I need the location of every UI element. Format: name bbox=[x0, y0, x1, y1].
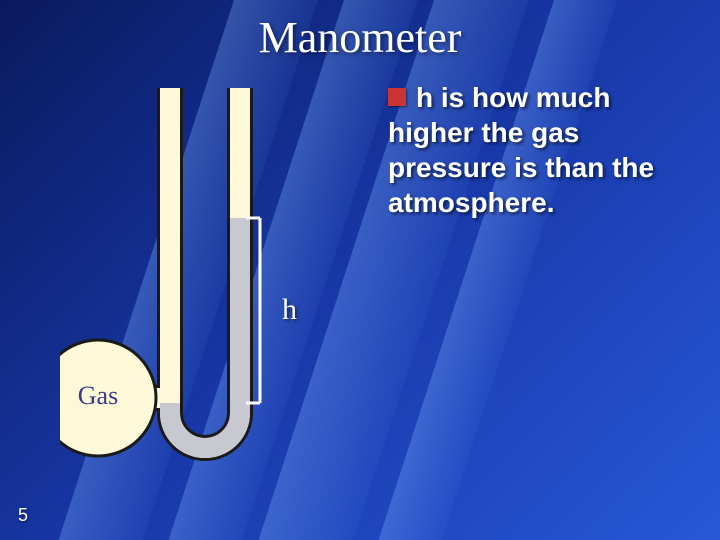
bullet-text-block: h is how much higher the gas pressure is… bbox=[388, 80, 698, 220]
bullet-square-icon bbox=[388, 88, 406, 106]
gas-label: Gas bbox=[68, 381, 128, 411]
h-label: h bbox=[282, 293, 297, 327]
slide-number: 5 bbox=[18, 505, 28, 526]
bullet-text: h is how much higher the gas pressure is… bbox=[388, 82, 654, 218]
manometer-svg bbox=[60, 78, 360, 518]
manometer-diagram: Gas h bbox=[60, 78, 360, 523]
slide-title: Manometer bbox=[0, 12, 720, 63]
